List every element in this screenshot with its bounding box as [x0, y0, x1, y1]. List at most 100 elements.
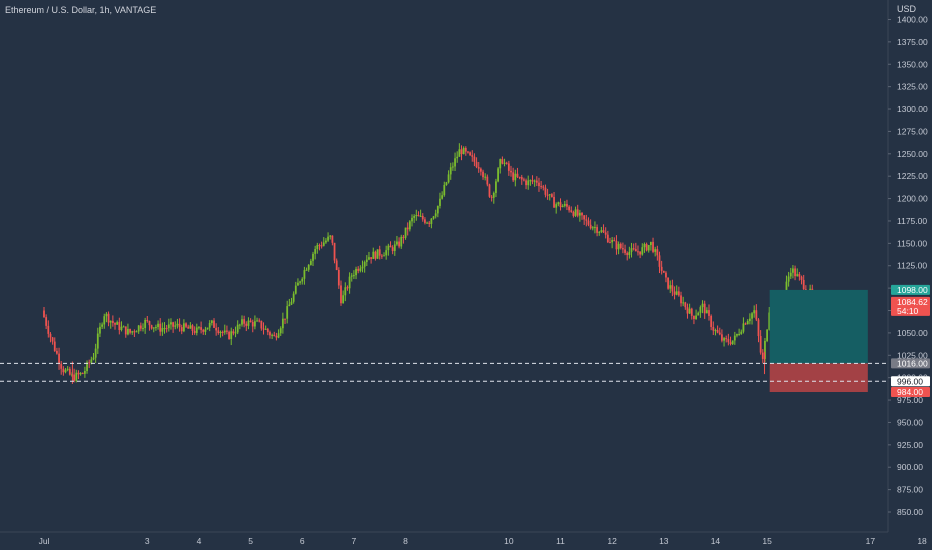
candle-body: [213, 320, 215, 328]
candle-body: [802, 279, 805, 290]
candle-body: [165, 328, 168, 330]
candle-body: [387, 245, 390, 251]
candle-body: [316, 245, 319, 250]
candle-body: [471, 155, 474, 157]
candle-body: [88, 362, 91, 364]
candle-body: [45, 317, 48, 326]
candle-body: [693, 315, 695, 319]
candle-body: [137, 325, 140, 332]
candle-body: [641, 247, 644, 255]
candle-body: [550, 194, 553, 197]
candle-body: [210, 320, 213, 323]
candle-body: [484, 176, 487, 178]
candle-body: [598, 231, 601, 233]
candle-body: [428, 222, 431, 224]
candle-body: [236, 324, 239, 333]
candle-body: [109, 320, 112, 323]
candle-body: [426, 222, 428, 224]
x-tick-label: 12: [607, 536, 617, 546]
price-label-box: [891, 387, 930, 398]
candle-body: [120, 326, 123, 331]
candle-body: [314, 249, 317, 254]
candle-body: [441, 195, 444, 199]
y-tick-label: 1200.00: [897, 194, 928, 204]
candle-body: [337, 269, 340, 286]
candle-body: [634, 249, 637, 252]
candle-body: [727, 339, 730, 343]
y-tick-label: 875.00: [897, 485, 923, 495]
candle-body: [195, 327, 198, 333]
candle-body: [359, 268, 362, 271]
candle-body: [60, 363, 63, 369]
candle-body: [135, 331, 138, 333]
candle-body: [172, 322, 175, 327]
candle-body: [243, 319, 246, 324]
candle-body: [512, 172, 515, 181]
candle-body: [215, 327, 218, 331]
candle-body: [251, 322, 254, 327]
candle-body: [800, 276, 803, 280]
candle-body: [695, 315, 697, 319]
candle-body: [43, 310, 45, 318]
candle-body: [292, 293, 295, 302]
y-tick-label: 950.00: [897, 417, 923, 427]
candle-body: [555, 204, 558, 208]
candle-body: [469, 152, 472, 156]
candle-body: [454, 158, 456, 167]
candle-body: [570, 210, 573, 212]
candle-body: [269, 332, 271, 336]
candle-body: [146, 320, 149, 322]
candle-body: [193, 330, 196, 333]
candle-body: [434, 213, 437, 217]
candle-body: [766, 329, 768, 341]
candle-body: [357, 268, 360, 271]
candle-body: [318, 245, 321, 247]
candle-body: [206, 327, 209, 330]
candle-body: [510, 170, 512, 173]
candle-body: [424, 219, 426, 223]
candle-body: [232, 331, 235, 334]
candle-body: [596, 227, 598, 233]
candle-body: [333, 242, 336, 261]
candle-body: [103, 316, 106, 325]
candle-body: [374, 251, 377, 259]
candle-body: [606, 234, 609, 243]
candle-body: [64, 369, 67, 373]
candle-body: [174, 325, 177, 327]
candle-body: [353, 275, 355, 277]
candle-body: [266, 328, 269, 333]
candle-body: [139, 325, 142, 329]
candle-body: [413, 216, 416, 218]
candle-body: [643, 243, 646, 248]
candle-body: [721, 334, 723, 341]
candle-body: [482, 171, 484, 178]
candle-body: [419, 215, 422, 217]
candle-body: [533, 180, 536, 182]
candle-body: [647, 245, 650, 251]
candle-body: [628, 251, 631, 256]
candle-body: [516, 173, 519, 177]
candle-body: [456, 156, 459, 159]
candle-body: [736, 334, 738, 336]
candle-body: [617, 243, 620, 250]
candle-body: [247, 320, 250, 326]
x-tick-label: 11: [556, 536, 565, 546]
candle-body: [124, 326, 127, 335]
candle-body: [385, 250, 388, 256]
candle-body: [759, 336, 762, 353]
candle-body: [757, 319, 760, 337]
candle-body: [705, 310, 708, 314]
candle-body: [208, 322, 211, 328]
y-tick-label: 1375.00: [897, 37, 928, 47]
candle-body: [445, 182, 448, 186]
candle-body: [398, 241, 400, 247]
candle-body: [443, 185, 446, 196]
candle-body: [402, 236, 405, 238]
candle-body: [81, 372, 84, 374]
candle-body: [464, 147, 467, 152]
candle-body: [731, 340, 734, 344]
candle-body: [488, 184, 491, 197]
x-tick-label: 10: [504, 536, 514, 546]
candle-body: [299, 281, 301, 283]
